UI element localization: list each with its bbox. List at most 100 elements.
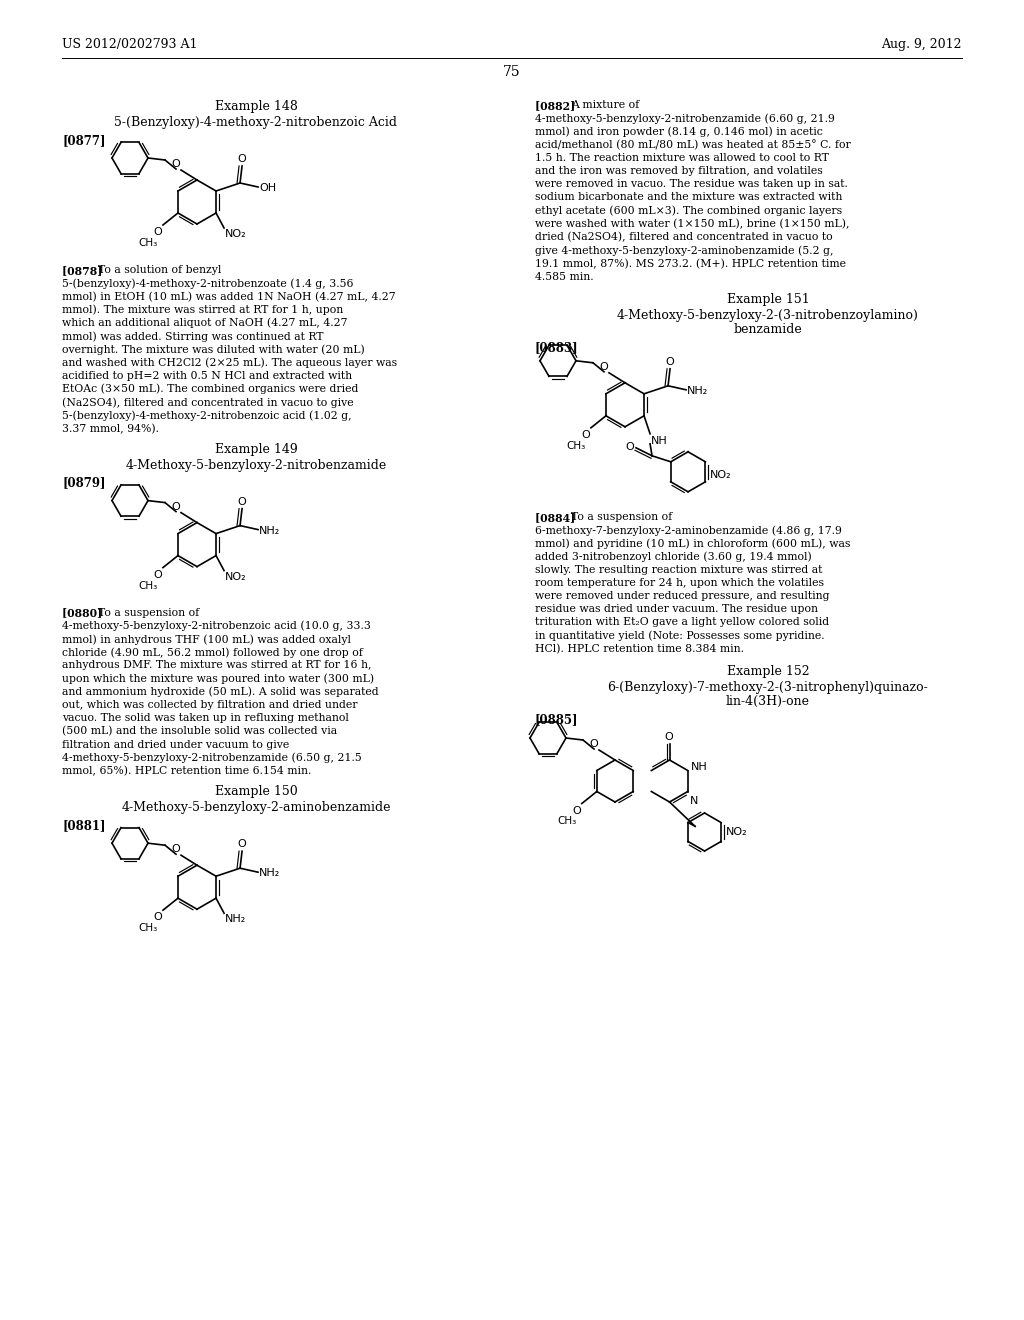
Text: acid/methanol (80 mL/80 mL) was heated at 85±5° C. for: acid/methanol (80 mL/80 mL) was heated a… (535, 140, 851, 150)
Text: 4-methoxy-5-benzyloxy-2-nitrobenzamide (6.50 g, 21.5: 4-methoxy-5-benzyloxy-2-nitrobenzamide (… (62, 752, 361, 763)
Text: CH₃: CH₃ (557, 816, 577, 825)
Text: CH₃: CH₃ (566, 441, 586, 451)
Text: were washed with water (1×150 mL), brine (1×150 mL),: were washed with water (1×150 mL), brine… (535, 219, 850, 230)
Text: O: O (154, 570, 162, 579)
Text: [0882]: [0882] (535, 100, 583, 111)
Text: N: N (690, 796, 698, 805)
Text: room temperature for 24 h, upon which the volatiles: room temperature for 24 h, upon which th… (535, 578, 824, 587)
Text: slowly. The resulting reaction mixture was stirred at: slowly. The resulting reaction mixture w… (535, 565, 822, 574)
Text: give 4-methoxy-5-benzyloxy-2-aminobenzamide (5.2 g,: give 4-methoxy-5-benzyloxy-2-aminobenzam… (535, 246, 834, 256)
Text: HCl). HPLC retention time 8.384 min.: HCl). HPLC retention time 8.384 min. (535, 644, 744, 655)
Text: O: O (171, 845, 180, 854)
Text: O: O (171, 502, 180, 512)
Text: mmol) and iron powder (8.14 g, 0.146 mol) in acetic: mmol) and iron powder (8.14 g, 0.146 mol… (535, 127, 822, 137)
Text: [0885]: [0885] (535, 713, 579, 726)
Text: (Na2SO4), filtered and concentrated in vacuo to give: (Na2SO4), filtered and concentrated in v… (62, 397, 353, 408)
Text: sodium bicarbonate and the mixture was extracted with: sodium bicarbonate and the mixture was e… (535, 193, 843, 202)
Text: filtration and dried under vacuum to give: filtration and dried under vacuum to giv… (62, 739, 289, 750)
Text: 75: 75 (503, 65, 521, 79)
Text: NO₂: NO₂ (710, 470, 732, 479)
Text: trituration with Et₂O gave a light yellow colored solid: trituration with Et₂O gave a light yello… (535, 618, 829, 627)
Text: [0880]: [0880] (62, 607, 110, 619)
Text: NH₂: NH₂ (687, 385, 709, 396)
Text: CH₃: CH₃ (138, 923, 158, 933)
Text: 5-(benzyloxy)-4-methoxy-2-nitrobenzoic acid (1.02 g,: 5-(benzyloxy)-4-methoxy-2-nitrobenzoic a… (62, 411, 351, 421)
Text: CH₃: CH₃ (138, 581, 158, 590)
Text: were removed in vacuo. The residue was taken up in sat.: were removed in vacuo. The residue was t… (535, 180, 848, 189)
Text: [0878]: [0878] (62, 265, 110, 276)
Text: To a solution of benzyl: To a solution of benzyl (98, 265, 222, 275)
Text: added 3-nitrobenzoyl chloride (3.60 g, 19.4 mmol): added 3-nitrobenzoyl chloride (3.60 g, 1… (535, 552, 812, 562)
Text: mmol) and pyridine (10 mL) in chloroform (600 mL), was: mmol) and pyridine (10 mL) in chloroform… (535, 539, 850, 549)
Text: were removed under reduced pressure, and resulting: were removed under reduced pressure, and… (535, 591, 829, 601)
Text: acidified to pH=2 with 0.5 N HCl and extracted with: acidified to pH=2 with 0.5 N HCl and ext… (62, 371, 352, 380)
Text: vacuo. The solid was taken up in refluxing methanol: vacuo. The solid was taken up in refluxi… (62, 713, 349, 723)
Text: Example 151: Example 151 (727, 293, 809, 306)
Text: 6-(Benzyloxy)-7-methoxy-2-(3-nitrophenyl)quinazo-: 6-(Benzyloxy)-7-methoxy-2-(3-nitrophenyl… (607, 681, 929, 694)
Text: [0884]: [0884] (535, 512, 583, 523)
Text: out, which was collected by filtration and dried under: out, which was collected by filtration a… (62, 700, 357, 710)
Text: 4-methoxy-5-benzyloxy-2-nitrobenzoic acid (10.0 g, 33.3: 4-methoxy-5-benzyloxy-2-nitrobenzoic aci… (62, 620, 371, 631)
Text: 4-Methoxy-5-benzyloxy-2-(3-nitrobenzoylamino): 4-Methoxy-5-benzyloxy-2-(3-nitrobenzoyla… (617, 309, 919, 322)
Text: [0879]: [0879] (62, 477, 105, 490)
Text: NO₂: NO₂ (225, 228, 247, 239)
Text: upon which the mixture was poured into water (300 mL): upon which the mixture was poured into w… (62, 673, 374, 684)
Text: O: O (599, 362, 608, 372)
Text: O: O (171, 158, 180, 169)
Text: 4.585 min.: 4.585 min. (535, 272, 594, 281)
Text: O: O (626, 442, 634, 451)
Text: NH₂: NH₂ (225, 915, 247, 924)
Text: CH₃: CH₃ (138, 238, 158, 248)
Text: mmol) was added. Stirring was continued at RT: mmol) was added. Stirring was continued … (62, 331, 324, 342)
Text: chloride (4.90 mL, 56.2 mmol) followed by one drop of: chloride (4.90 mL, 56.2 mmol) followed b… (62, 647, 362, 657)
Text: 5-(Benzyloxy)-4-methoxy-2-nitrobenzoic Acid: 5-(Benzyloxy)-4-methoxy-2-nitrobenzoic A… (115, 116, 397, 129)
Text: 1.5 h. The reaction mixture was allowed to cool to RT: 1.5 h. The reaction mixture was allowed … (535, 153, 828, 162)
Text: mmol) in anhydrous THF (100 mL) was added oxalyl: mmol) in anhydrous THF (100 mL) was adde… (62, 634, 351, 644)
Text: Example 152: Example 152 (727, 665, 809, 678)
Text: [0883]: [0883] (535, 341, 579, 354)
Text: [0877]: [0877] (62, 135, 105, 147)
Text: dried (Na2SO4), filtered and concentrated in vacuo to: dried (Na2SO4), filtered and concentrate… (535, 232, 833, 243)
Text: O: O (154, 912, 162, 923)
Text: US 2012/0202793 A1: US 2012/0202793 A1 (62, 38, 198, 51)
Text: NH: NH (651, 436, 668, 446)
Text: O: O (666, 356, 675, 367)
Text: EtOAc (3×50 mL). The combined organics were dried: EtOAc (3×50 mL). The combined organics w… (62, 384, 358, 395)
Text: anhydrous DMF. The mixture was stirred at RT for 16 h,: anhydrous DMF. The mixture was stirred a… (62, 660, 372, 671)
Text: in quantitative yield (Note: Possesses some pyridine.: in quantitative yield (Note: Possesses s… (535, 631, 824, 642)
Text: Example 150: Example 150 (215, 785, 297, 799)
Text: 4-methoxy-5-benzyloxy-2-nitrobenzamide (6.60 g, 21.9: 4-methoxy-5-benzyloxy-2-nitrobenzamide (… (535, 114, 835, 124)
Text: O: O (582, 430, 590, 440)
Text: overnight. The mixture was diluted with water (20 mL): overnight. The mixture was diluted with … (62, 345, 365, 355)
Text: Example 149: Example 149 (215, 442, 297, 455)
Text: 4-Methoxy-5-benzyloxy-2-nitrobenzamide: 4-Methoxy-5-benzyloxy-2-nitrobenzamide (125, 458, 387, 471)
Text: 5-(benzyloxy)-4-methoxy-2-nitrobenzoate (1.4 g, 3.56: 5-(benzyloxy)-4-methoxy-2-nitrobenzoate … (62, 279, 353, 289)
Text: NH₂: NH₂ (259, 525, 281, 536)
Text: Aug. 9, 2012: Aug. 9, 2012 (882, 38, 962, 51)
Text: ethyl acetate (600 mL×3). The combined organic layers: ethyl acetate (600 mL×3). The combined o… (535, 206, 842, 216)
Text: O: O (572, 805, 581, 816)
Text: NH: NH (691, 763, 708, 772)
Text: mmol). The mixture was stirred at RT for 1 h, upon: mmol). The mixture was stirred at RT for… (62, 305, 343, 315)
Text: residue was dried under vacuum. The residue upon: residue was dried under vacuum. The resi… (535, 605, 818, 614)
Text: OH: OH (259, 183, 276, 193)
Text: which an additional aliquot of NaOH (4.27 mL, 4.27: which an additional aliquot of NaOH (4.2… (62, 318, 347, 329)
Text: NH₂: NH₂ (259, 869, 281, 878)
Text: and the iron was removed by filtration, and volatiles: and the iron was removed by filtration, … (535, 166, 822, 176)
Text: and washed with CH2Cl2 (2×25 mL). The aqueous layer was: and washed with CH2Cl2 (2×25 mL). The aq… (62, 358, 397, 368)
Text: (500 mL) and the insoluble solid was collected via: (500 mL) and the insoluble solid was col… (62, 726, 337, 737)
Text: To a suspension of: To a suspension of (571, 512, 673, 521)
Text: 19.1 mmol, 87%). MS 273.2. (M+). HPLC retention time: 19.1 mmol, 87%). MS 273.2. (M+). HPLC re… (535, 259, 846, 269)
Text: O: O (589, 739, 598, 748)
Text: lin-4(3H)-one: lin-4(3H)-one (726, 696, 810, 708)
Text: Example 148: Example 148 (215, 100, 297, 114)
Text: NO₂: NO₂ (225, 572, 247, 582)
Text: O: O (238, 496, 247, 507)
Text: 4-Methoxy-5-benzyloxy-2-aminobenzamide: 4-Methoxy-5-benzyloxy-2-aminobenzamide (121, 801, 391, 814)
Text: A mixture of: A mixture of (571, 100, 640, 110)
Text: O: O (238, 154, 247, 164)
Text: To a suspension of: To a suspension of (98, 607, 200, 618)
Text: 3.37 mmol, 94%).: 3.37 mmol, 94%). (62, 424, 159, 434)
Text: O: O (154, 227, 162, 238)
Text: NO₂: NO₂ (726, 828, 748, 837)
